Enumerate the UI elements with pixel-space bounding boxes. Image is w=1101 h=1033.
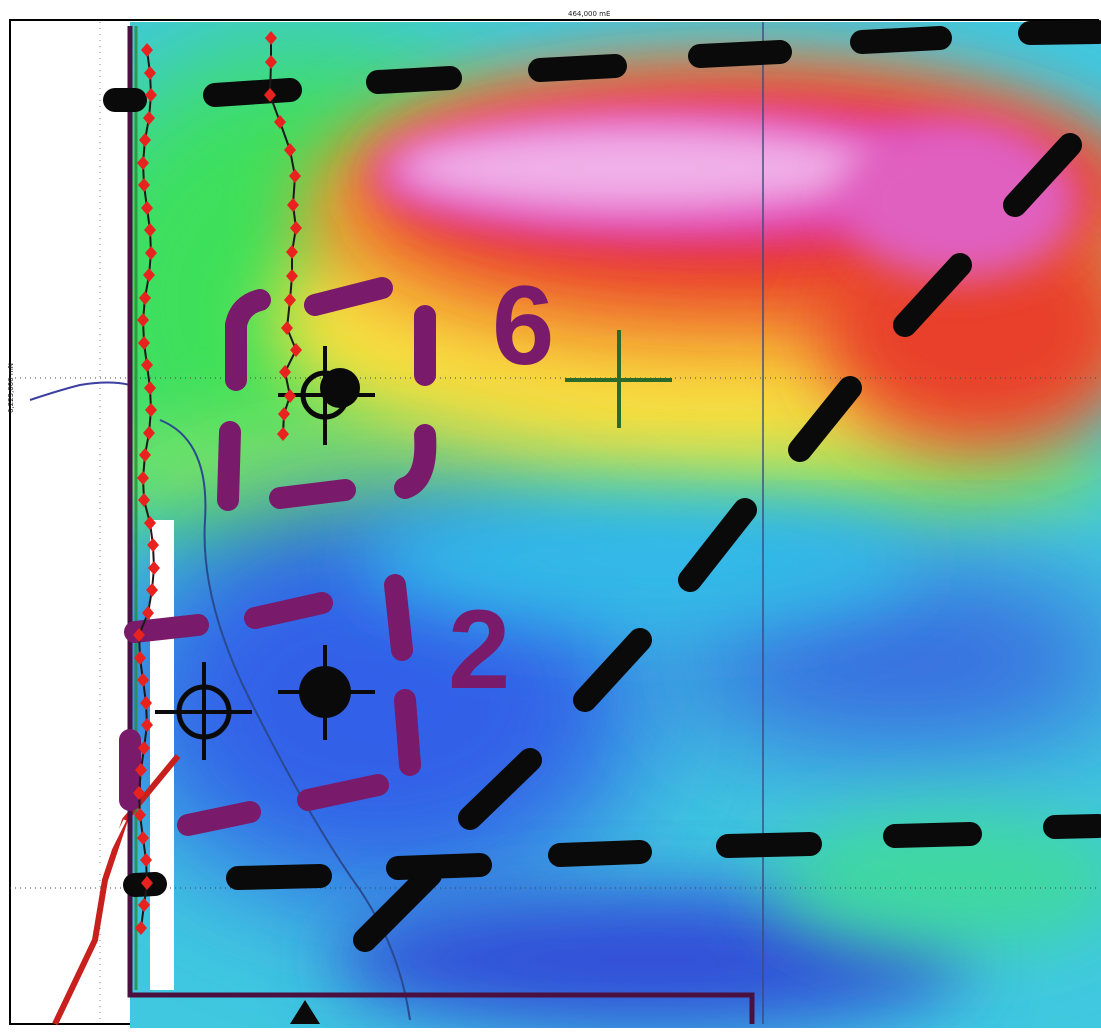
drillhole-solid-icon[interactable] <box>278 645 375 740</box>
road <box>98 819 127 871</box>
survey-station-marker[interactable] <box>135 763 147 777</box>
survey-station-marker[interactable] <box>138 741 150 755</box>
survey-line-west <box>137 49 156 929</box>
survey-station-marker[interactable] <box>137 313 149 327</box>
survey-station-marker[interactable] <box>141 718 153 732</box>
survey-station-marker[interactable] <box>145 403 157 417</box>
survey-station-marker[interactable] <box>284 143 296 157</box>
drillhole-target-icon[interactable] <box>155 662 252 760</box>
survey-station-marker[interactable] <box>265 31 277 45</box>
survey-station-marker[interactable] <box>137 673 149 687</box>
survey-station-marker[interactable] <box>146 583 158 597</box>
survey-station-marker[interactable] <box>138 493 150 507</box>
survey-station-marker[interactable] <box>133 786 145 800</box>
survey-station-marker[interactable] <box>134 651 146 665</box>
survey-station-marker[interactable] <box>147 538 159 552</box>
survey-station-marker[interactable] <box>144 381 156 395</box>
survey-station-marker[interactable] <box>135 921 147 935</box>
survey-station-marker[interactable] <box>137 156 149 170</box>
easting-label: 464,000 mE <box>568 10 611 18</box>
survey-station-marker[interactable] <box>287 198 299 212</box>
survey-station-marker[interactable] <box>274 115 286 129</box>
survey-lines <box>133 31 302 935</box>
zone-label-2: 2 <box>448 587 510 712</box>
survey-station-marker[interactable] <box>143 426 155 440</box>
survey-station-marker[interactable] <box>141 358 153 372</box>
survey-station-marker[interactable] <box>264 88 276 102</box>
stream <box>29 381 131 401</box>
target-zone-outlines <box>119 277 437 836</box>
survey-station-marker[interactable] <box>290 343 302 357</box>
survey-station-marker[interactable] <box>140 853 152 867</box>
survey-station-marker[interactable] <box>143 268 155 282</box>
survey-station-marker[interactable] <box>141 201 153 215</box>
survey-station-marker[interactable] <box>138 336 150 350</box>
unsurveyed-strip <box>150 520 174 990</box>
survey-station-marker[interactable] <box>139 291 151 305</box>
survey-station-marker[interactable] <box>265 55 277 69</box>
survey-station-marker[interactable] <box>144 223 156 237</box>
survey-station-marker[interactable] <box>284 293 296 307</box>
survey-station-marker[interactable] <box>143 111 155 125</box>
zone-label-6: 6 <box>492 263 554 388</box>
survey-station-marker[interactable] <box>289 169 301 183</box>
cross-marker-icon <box>565 330 672 428</box>
survey-station-marker[interactable] <box>141 876 153 890</box>
magnetic-anomaly-raster <box>130 22 1101 1028</box>
survey-station-marker[interactable] <box>137 831 149 845</box>
survey-station-marker[interactable] <box>139 448 151 462</box>
survey-station-marker[interactable] <box>138 178 150 192</box>
survey-station-marker[interactable] <box>145 88 157 102</box>
drillhole-target-icon[interactable] <box>278 346 375 445</box>
survey-station-marker[interactable] <box>279 365 291 379</box>
survey-station-marker[interactable] <box>148 561 160 575</box>
survey-station-marker[interactable] <box>286 245 298 259</box>
survey-station-marker[interactable] <box>133 628 145 642</box>
survey-station-marker[interactable] <box>144 516 156 530</box>
survey-station-marker[interactable] <box>145 246 157 260</box>
survey-station-marker[interactable] <box>286 269 298 283</box>
northing-label: 6,225,000 mN <box>6 363 15 413</box>
survey-station-marker[interactable] <box>142 606 154 620</box>
survey-station-marker[interactable] <box>284 389 296 403</box>
survey-station-marker[interactable] <box>141 43 153 57</box>
survey-station-marker[interactable] <box>138 898 150 912</box>
survey-station-marker[interactable] <box>277 427 289 441</box>
survey-station-marker[interactable] <box>134 808 146 822</box>
survey-station-marker[interactable] <box>281 321 293 335</box>
structural-trend-lines <box>103 20 1101 952</box>
road <box>52 754 181 1026</box>
survey-station-marker[interactable] <box>139 133 151 147</box>
survey-station-marker[interactable] <box>278 407 290 421</box>
tenement-boundary <box>127 26 755 1024</box>
survey-station-marker[interactable] <box>140 696 152 710</box>
survey-station-marker[interactable] <box>290 221 302 235</box>
survey-station-marker[interactable] <box>137 471 149 485</box>
survey-station-marker[interactable] <box>144 66 156 80</box>
drillhole-partial-icon <box>290 1000 320 1024</box>
